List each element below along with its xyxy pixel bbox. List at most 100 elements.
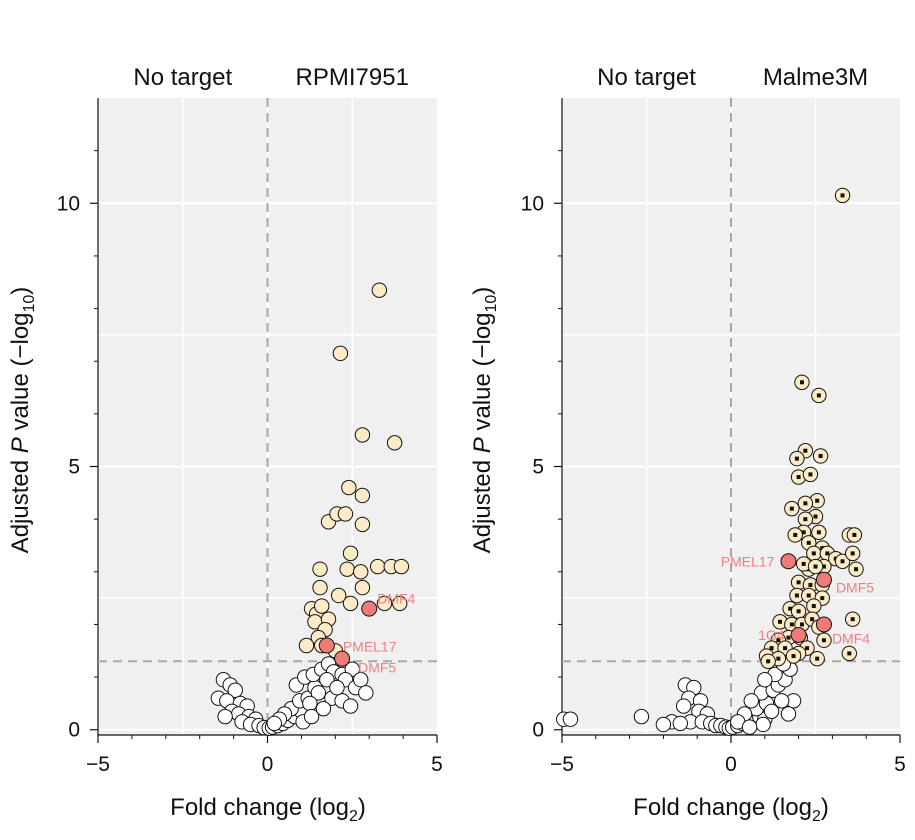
point-significant <box>312 579 328 596</box>
point-marker-dot <box>805 646 810 651</box>
point-significant <box>354 579 371 596</box>
point-not-significant <box>757 672 773 688</box>
point-marker-dot <box>776 656 781 661</box>
point-significant <box>354 427 371 443</box>
point-significant <box>386 435 403 451</box>
point-significant <box>337 506 354 522</box>
point-significant <box>339 561 355 577</box>
point-marker-dot <box>789 506 794 511</box>
point-not-significant <box>353 672 369 688</box>
point-significant <box>342 595 359 612</box>
point-marker-dot <box>766 659 771 664</box>
panel-label-cell-line: Malme3M <box>763 64 868 91</box>
volcano-plot-rpmi7951: −5 0 5 0 5 10 No target RPMI7951 DMF4 PMEL17 DMF5 <box>57 64 443 776</box>
point-not-significant <box>310 685 327 701</box>
point-highlighted <box>361 600 378 617</box>
point-highlighted <box>334 650 351 667</box>
panel-label-no-target: No target <box>133 64 232 91</box>
point-significant <box>330 587 347 604</box>
point-significant <box>298 637 315 654</box>
gene-label: 1G4 <box>758 627 785 643</box>
point-marker-dot <box>818 453 823 458</box>
point-significant <box>371 282 388 298</box>
point-significant <box>312 561 328 577</box>
point-marker-dot <box>811 551 816 556</box>
x-tick-label: 0 <box>725 753 737 776</box>
point-not-significant <box>780 706 797 722</box>
point-marker-dot <box>776 638 781 643</box>
point-not-significant <box>329 679 345 696</box>
panel-label-cell-line: RPMI7951 <box>296 64 409 91</box>
y-tick-label: 10 <box>521 192 544 215</box>
point-marker-dot <box>769 646 774 651</box>
y-axis-title-left: Adjusted P value (−log10) <box>7 287 38 554</box>
point-highlighted <box>815 616 832 633</box>
point-significant <box>369 558 386 575</box>
point-marker-dot <box>815 498 820 503</box>
point-highlighted <box>780 553 797 570</box>
point-marker-dot <box>788 606 793 611</box>
point-significant <box>342 545 359 562</box>
point-marker-dot <box>816 530 821 535</box>
point-highlighted <box>790 626 807 643</box>
x-axis-title-right: Fold change (log2) <box>633 794 829 825</box>
x-axis-title-left: Fold change (log2) <box>170 794 366 825</box>
point-marker-dot <box>794 593 799 598</box>
point-marker-dot <box>850 551 855 556</box>
point-not-significant <box>743 693 759 709</box>
point-significant <box>393 558 410 575</box>
gene-label: DMF5 <box>358 660 396 676</box>
y-tick-label: 5 <box>532 456 544 479</box>
point-not-significant <box>633 708 650 725</box>
point-highlighted <box>815 571 832 588</box>
point-not-significant <box>675 698 692 714</box>
gene-label: DMF4 <box>832 630 870 646</box>
point-marker-dot <box>840 193 845 198</box>
point-not-significant <box>562 711 579 727</box>
point-significant <box>341 479 357 496</box>
point-not-significant <box>655 716 672 733</box>
volcano-plot-malme3m: −5 0 5 0 5 10 No target Malme3M PMEL17 DMF5 1G4 DMF… <box>521 64 906 776</box>
point-not-significant <box>342 698 359 714</box>
point-significant <box>354 487 371 504</box>
x-tick-label: 5 <box>431 753 443 776</box>
point-marker-dot <box>825 551 830 556</box>
x-tick-label: 5 <box>894 753 906 776</box>
point-marker-dot <box>820 596 825 601</box>
y-axis-title-right: Adjusted P value (−log10) <box>469 287 500 554</box>
x-tick-label: −5 <box>550 753 574 776</box>
gene-label: PMEL17 <box>721 553 775 569</box>
y-tick-label: 10 <box>57 192 80 215</box>
point-marker-dot <box>850 617 855 622</box>
point-not-significant <box>774 693 790 709</box>
gene-label: PMEL17 <box>343 639 397 655</box>
point-marker-dot <box>793 532 798 537</box>
point-marker-dot <box>813 514 818 519</box>
point-marker-dot <box>821 564 826 569</box>
gene-label: DMF5 <box>836 580 874 596</box>
point-marker-dot <box>803 517 808 522</box>
point-significant <box>314 598 330 614</box>
point-significant <box>353 564 369 580</box>
point-marker-dot <box>847 651 852 656</box>
point-not-significant <box>763 703 780 720</box>
point-marker-dot <box>799 380 804 385</box>
point-marker-dot <box>796 580 801 585</box>
point-marker-dot <box>808 472 813 477</box>
point-not-significant <box>303 708 320 725</box>
point-marker-dot <box>801 561 806 566</box>
point-marker-dot <box>791 654 796 659</box>
point-not-significant <box>227 682 243 698</box>
point-marker-dot <box>806 593 811 598</box>
point-marker-dot <box>778 619 783 624</box>
point-marker-dot <box>796 475 801 480</box>
point-marker-dot <box>854 567 859 572</box>
point-marker-dot <box>811 604 816 609</box>
point-not-significant <box>741 719 758 735</box>
point-not-significant <box>672 715 688 732</box>
point-marker-dot <box>813 564 818 569</box>
point-marker-dot <box>794 456 799 461</box>
point-marker-dot <box>786 635 791 640</box>
point-marker-dot <box>803 448 808 453</box>
